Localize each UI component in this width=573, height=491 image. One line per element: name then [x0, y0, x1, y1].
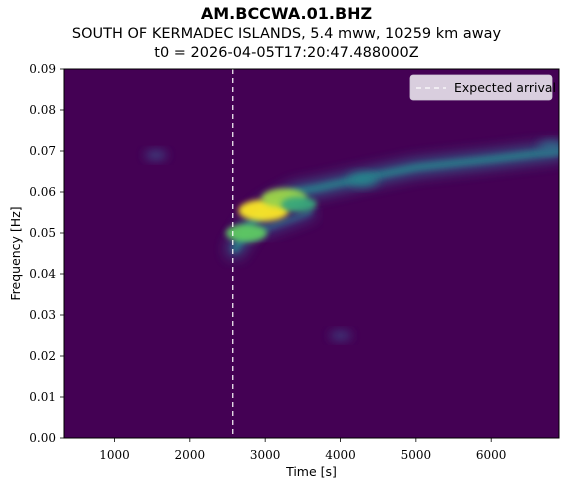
- energy-peak: [538, 141, 559, 153]
- y-tick-label: 0.05: [29, 226, 56, 240]
- energy-peak: [225, 224, 267, 242]
- chart-title-station: AM.BCCWA.01.BHZ: [200, 4, 373, 23]
- chart-title-origin-time: t0 = 2026-04-05T17:20:47.488000Z: [154, 45, 419, 61]
- legend-label-expected-arrival: Expected arrival: [454, 80, 556, 95]
- energy-peak: [329, 330, 352, 341]
- x-tick-label: 3000: [250, 448, 281, 462]
- x-tick-label: 2000: [175, 448, 206, 462]
- plot-frame: [63, 68, 560, 439]
- y-tick-label: 0.06: [29, 185, 56, 199]
- x-axis-label: Time [s]: [285, 464, 337, 479]
- y-axis-label: Frequency [Hz]: [8, 206, 23, 300]
- y-tick-label: 0.01: [29, 390, 56, 404]
- energy-peak: [144, 150, 167, 160]
- y-tick-label: 0.00: [29, 431, 56, 445]
- x-tick-label: 4000: [325, 448, 356, 462]
- y-tick-label: 0.04: [29, 267, 56, 281]
- plot-background: [64, 69, 559, 438]
- y-tick-label: 0.09: [29, 62, 56, 76]
- energy-peak: [347, 173, 379, 187]
- x-tick-label: 1000: [99, 448, 130, 462]
- y-tick-label: 0.07: [29, 144, 56, 158]
- chart-title-event: SOUTH OF KERMADEC ISLANDS, 5.4 mww, 1025…: [71, 26, 502, 42]
- y-tick-label: 0.02: [29, 349, 56, 363]
- energy-peak: [281, 196, 317, 212]
- x-tick-label: 6000: [476, 448, 507, 462]
- x-tick-label: 5000: [401, 448, 432, 462]
- y-tick-label: 0.08: [29, 103, 56, 117]
- legend-box: [409, 74, 553, 101]
- y-tick-label: 0.03: [29, 308, 56, 322]
- legend: Expected arrival: [409, 74, 556, 101]
